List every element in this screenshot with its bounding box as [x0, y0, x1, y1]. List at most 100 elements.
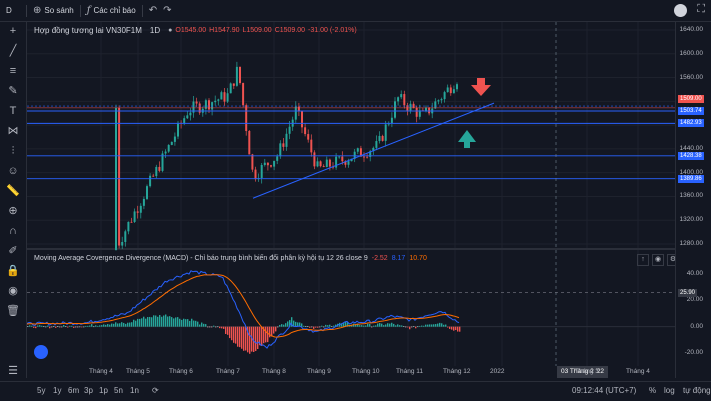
trash-icon[interactable]: 🗑	[6, 305, 20, 317]
undo-button[interactable]: ↶	[143, 0, 163, 21]
price-level-tag: 1482.93	[678, 119, 704, 128]
macd-histogram-bar	[127, 322, 129, 327]
compare-button[interactable]: ⊕ So sánh	[27, 0, 80, 21]
indicators-button[interactable]: ƒ Các chỉ báo	[81, 0, 142, 21]
lock-icon[interactable]: 🔒	[6, 265, 20, 277]
candle-body	[226, 93, 229, 102]
lock-drawing-icon[interactable]: ✐	[8, 245, 18, 257]
candle-body	[369, 151, 372, 157]
horizontal-lines-icon[interactable]: ≡	[9, 65, 17, 77]
macd-histogram-bar	[73, 326, 75, 328]
price-chart[interactable]	[27, 22, 675, 378]
candle-body	[353, 151, 356, 159]
macd-histogram-bar	[307, 326, 309, 327]
candle-body	[344, 161, 347, 165]
fullscreen-icon[interactable]: ⛶	[697, 3, 705, 15]
macd-histogram-bar	[27, 326, 29, 327]
range-1n[interactable]: 1n	[130, 386, 139, 395]
macd-histogram-bar	[447, 326, 449, 328]
macd-histogram-bar	[335, 324, 337, 327]
macd-histogram-bar	[167, 316, 169, 327]
macd-histogram-bar	[399, 325, 401, 327]
macd-histogram-bar	[281, 324, 283, 327]
macd-histogram-bar	[105, 324, 107, 327]
macd-histogram-bar	[175, 317, 177, 327]
macd-histogram-bar	[385, 324, 387, 327]
macd-histogram-bar	[233, 326, 235, 343]
move-up-icon[interactable]: ↑	[637, 254, 649, 266]
percent-toggle[interactable]: %	[649, 386, 657, 395]
change-value: -31.00 (-2.01%)	[308, 27, 357, 34]
macd-histogram-bar	[235, 326, 237, 344]
crosshair-icon[interactable]: +	[9, 25, 17, 37]
macd-histogram-bar	[211, 326, 213, 328]
time-tick-label: Tháng 5	[126, 368, 150, 375]
eye-icon[interactable]: ◉	[8, 285, 18, 297]
candle-body	[204, 100, 207, 109]
macd-histogram-bar	[445, 324, 447, 327]
candle-body	[263, 162, 266, 165]
text-icon[interactable]: T	[9, 105, 17, 117]
log-toggle[interactable]: log	[664, 386, 675, 395]
candle-body	[164, 151, 167, 154]
candle-body	[443, 92, 446, 100]
eye-icon[interactable]: ◉	[652, 254, 664, 266]
theme-toggle[interactable]	[674, 4, 687, 17]
macd-histogram-bar	[31, 325, 33, 327]
range-5n[interactable]: 5n	[114, 386, 123, 395]
macd-histogram-bar	[459, 326, 461, 332]
macd-histogram-bar	[151, 317, 153, 327]
candle-body	[434, 101, 437, 109]
candle-body	[294, 106, 297, 120]
auto-toggle[interactable]: tự động	[683, 386, 711, 395]
macd-histogram-bar	[209, 326, 211, 328]
range-1p[interactable]: 1p	[99, 386, 108, 395]
zoom-icon[interactable]: ⊕	[8, 205, 18, 217]
emoji-icon[interactable]: ☺	[7, 165, 19, 177]
macd-histogram-bar	[343, 322, 345, 327]
fib-icon[interactable]: ⫶	[11, 145, 15, 157]
calendar-icon[interactable]: ⟳	[152, 386, 159, 395]
pattern-icon[interactable]: ⋈	[7, 125, 19, 137]
magnet-icon[interactable]: ∩	[9, 225, 17, 237]
candle-body	[214, 100, 217, 103]
macd-histogram-bar	[427, 324, 429, 327]
trend-line-icon[interactable]: ╱	[9, 45, 17, 57]
time-axis[interactable]: 03 Tháng 2 '22 Tháng 4 Tháng 5 Tháng 6 Thán…	[27, 366, 675, 378]
range-5y[interactable]: 5y	[37, 386, 46, 395]
clock-time[interactable]: 09:12:44 (UTC+7)	[572, 386, 637, 395]
price-level-tag: 1389.86	[678, 174, 704, 183]
candle-body	[313, 152, 316, 167]
candle-body	[136, 211, 139, 213]
symbol-title[interactable]: Hợp đồng tương lai VN30F1M	[34, 26, 142, 35]
macd-histogram-bar	[143, 316, 145, 327]
macd-histogram-bar	[287, 321, 289, 327]
price-axis[interactable]: 1640.001600.001560.001520.001480.001440.…	[675, 22, 711, 378]
macd-histogram-bar	[323, 326, 325, 328]
interval-button[interactable]: D	[0, 0, 26, 21]
macd-histogram-bar	[331, 326, 333, 328]
macd-histogram-bar	[373, 325, 375, 327]
range-3p[interactable]: 3p	[84, 386, 93, 395]
redo-button[interactable]: ↷	[163, 0, 177, 21]
ruler-icon[interactable]: 📏	[6, 185, 20, 197]
time-tick-label: Tháng 12	[443, 368, 471, 375]
macd-histogram-bar	[89, 325, 91, 327]
price-tick-label: 1560.00	[679, 73, 704, 81]
candle-body	[307, 134, 310, 140]
macd-histogram-bar	[401, 325, 403, 327]
tree-icon[interactable]: ☰	[8, 365, 18, 377]
macd-histogram-bar	[431, 324, 433, 327]
candle-body	[276, 156, 279, 161]
macd-histogram-bar	[49, 326, 51, 329]
range-6m[interactable]: 6m	[68, 386, 80, 395]
candle-body	[381, 135, 384, 141]
candle-body	[186, 115, 189, 119]
range-1y[interactable]: 1y	[53, 386, 62, 395]
time-tick-label: Tháng 11	[396, 368, 423, 375]
candle-body	[223, 92, 226, 102]
candle-body	[270, 165, 272, 167]
macd-controls: ↑ ◉ ⚙ ×	[637, 254, 694, 266]
macd-histogram-bar	[203, 323, 205, 327]
brush-icon[interactable]: ✎	[8, 85, 18, 97]
